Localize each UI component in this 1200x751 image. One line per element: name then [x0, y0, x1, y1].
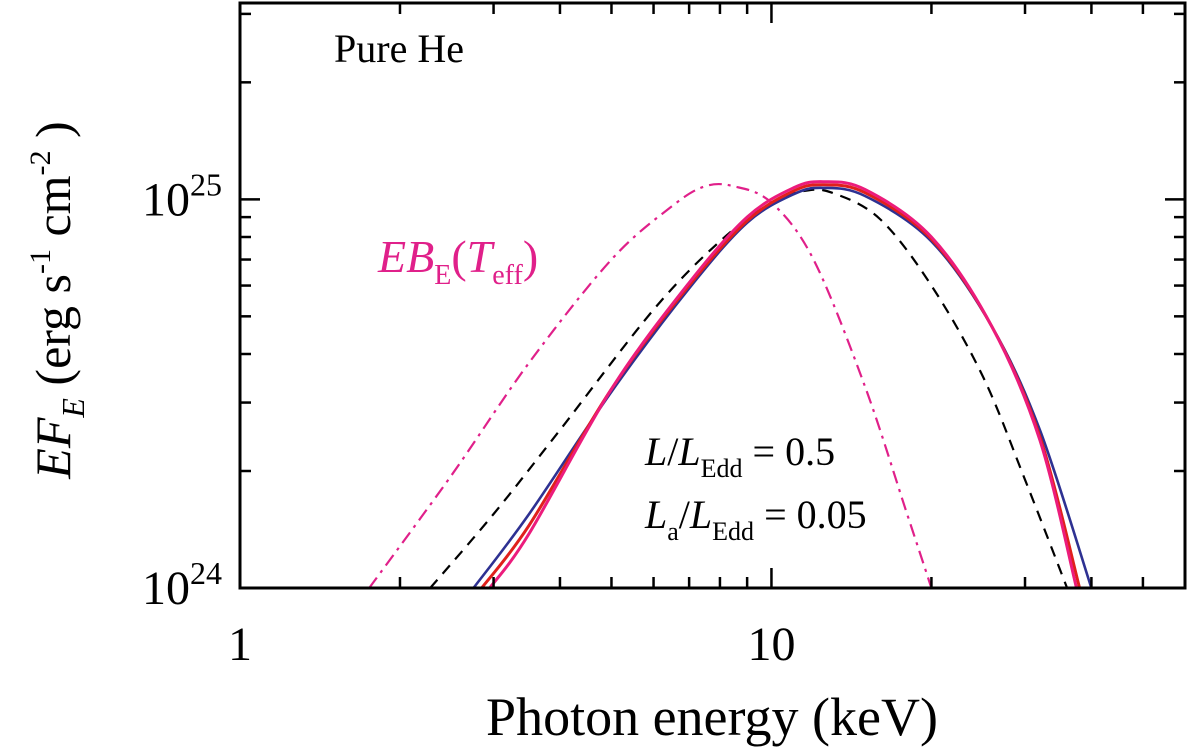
x-tick-label: 10	[747, 618, 795, 671]
curves-layer	[368, 180, 1093, 589]
blackbody-label: EBE(Teff)	[377, 231, 538, 291]
ticks-layer	[238, 3, 1187, 590]
y-axis-label: EFE (erg s-1 cm-2 )	[24, 121, 91, 479]
series-line-blackbody	[368, 182, 933, 589]
y-tick-label: 1025	[142, 166, 222, 226]
x-axis-label: Photon energy (keV)	[486, 687, 938, 747]
series-line-magenta	[488, 180, 1078, 589]
annotation-accretion: La/LEdd = 0.05	[644, 492, 867, 546]
panel-label: Pure He	[334, 26, 464, 71]
y-tick-labels: 1024 1025	[142, 166, 222, 615]
x-tick-labels: 1 10	[228, 618, 795, 671]
y-tick-label: 1024	[142, 555, 222, 615]
annotation-luminosity: L/LEdd = 0.5	[644, 429, 835, 483]
x-tick-label: 1	[228, 618, 252, 671]
plot-frame	[238, 1, 1187, 590]
